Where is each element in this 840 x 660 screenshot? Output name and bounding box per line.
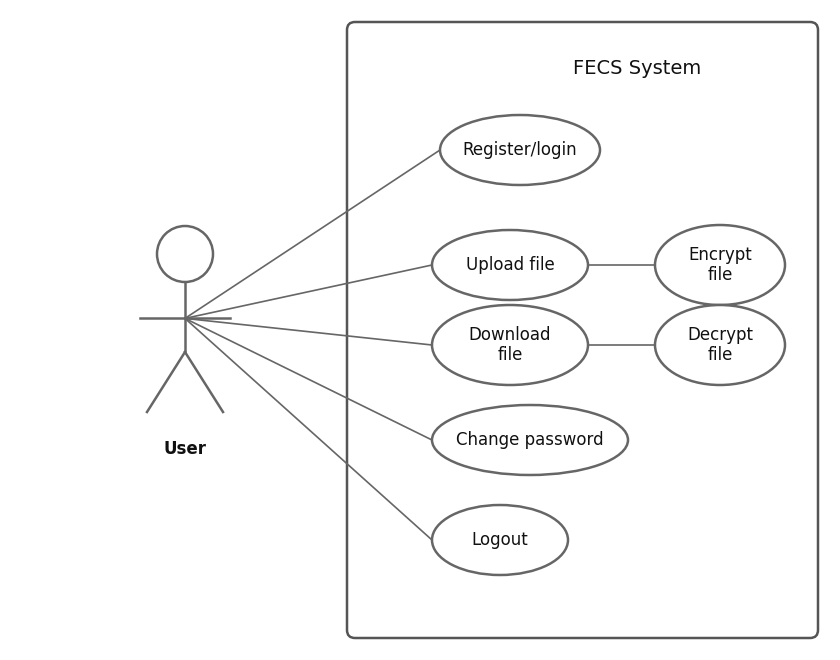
Text: Register/login: Register/login	[463, 141, 577, 159]
Ellipse shape	[432, 230, 588, 300]
Text: User: User	[164, 440, 207, 458]
Ellipse shape	[432, 505, 568, 575]
Text: Change password: Change password	[456, 431, 604, 449]
FancyBboxPatch shape	[347, 22, 818, 638]
Text: Logout: Logout	[471, 531, 528, 549]
Ellipse shape	[655, 225, 785, 305]
Text: Encrypt
file: Encrypt file	[688, 246, 752, 284]
Ellipse shape	[655, 305, 785, 385]
Ellipse shape	[432, 405, 628, 475]
Text: FECS System: FECS System	[573, 59, 701, 77]
Ellipse shape	[440, 115, 600, 185]
Text: Decrypt
file: Decrypt file	[687, 325, 753, 364]
Text: Download
file: Download file	[469, 325, 551, 364]
Ellipse shape	[432, 305, 588, 385]
Text: Upload file: Upload file	[465, 256, 554, 274]
